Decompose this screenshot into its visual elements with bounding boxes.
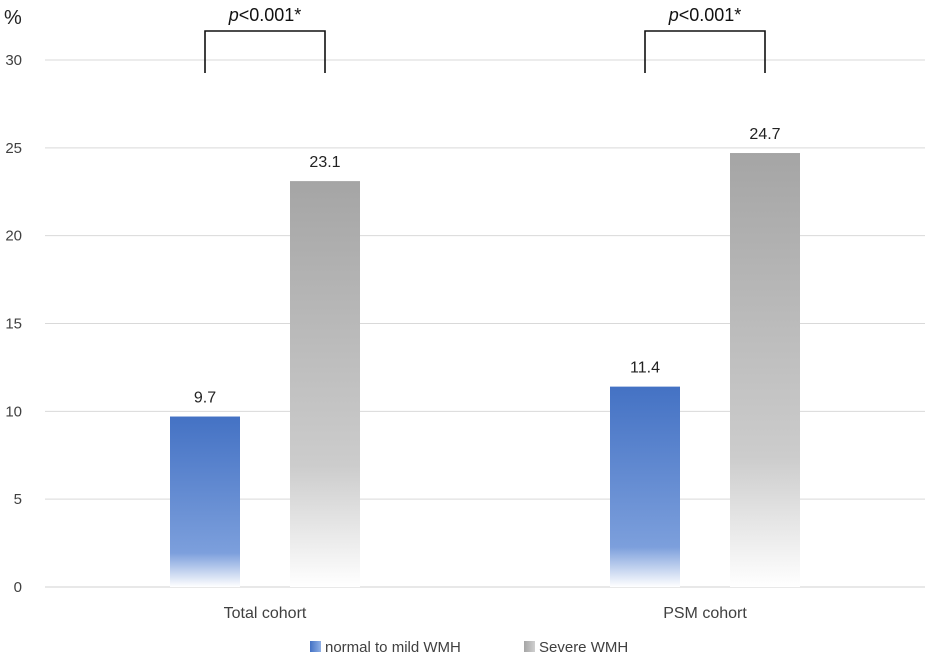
bar-severe-0 (290, 181, 360, 587)
legend-label: Severe WMH (539, 639, 628, 656)
data-label: 24.7 (749, 126, 780, 143)
y-axis-ticks: 0 5 10 15 20 25 30 (5, 52, 22, 596)
significance-annotations: p<0.001* p<0.001* (204, 5, 766, 73)
y-tick-label: 5 (14, 491, 22, 508)
bars (170, 153, 800, 587)
data-label: 23.1 (309, 154, 340, 171)
y-tick-label: 0 (14, 579, 22, 596)
y-tick-label: 20 (5, 228, 22, 245)
y-tick-label: 25 (5, 140, 22, 157)
bar-normal-to-mild-0 (170, 416, 240, 587)
p-value-label: p<0.001* (228, 5, 302, 25)
x-category-label: Total cohort (224, 605, 307, 622)
significance-bracket (204, 30, 326, 73)
legend-swatch (524, 641, 535, 652)
x-axis-categories: Total cohort PSM cohort (224, 605, 748, 622)
legend-item: Severe WMH (524, 639, 628, 656)
p-value-label: p<0.001* (668, 5, 742, 25)
y-tick-label: 10 (5, 403, 22, 420)
data-label: 11.4 (630, 360, 660, 377)
data-labels: 9.7 23.1 11.4 24.7 (194, 126, 781, 407)
y-tick-label: 30 (5, 52, 22, 69)
legend-item: normal to mild WMH (310, 639, 461, 656)
bar-normal-to-mild-1 (610, 386, 680, 587)
y-axis-label: % (4, 7, 22, 29)
x-category-label: PSM cohort (663, 605, 747, 622)
y-tick-label: 15 (5, 316, 22, 333)
data-label: 9.7 (194, 390, 216, 407)
legend-swatch (310, 641, 321, 652)
significance-bracket (644, 30, 766, 73)
bar-severe-1 (730, 153, 800, 587)
legend: normal to mild WMH Severe WMH (310, 639, 628, 656)
legend-label: normal to mild WMH (325, 639, 461, 656)
